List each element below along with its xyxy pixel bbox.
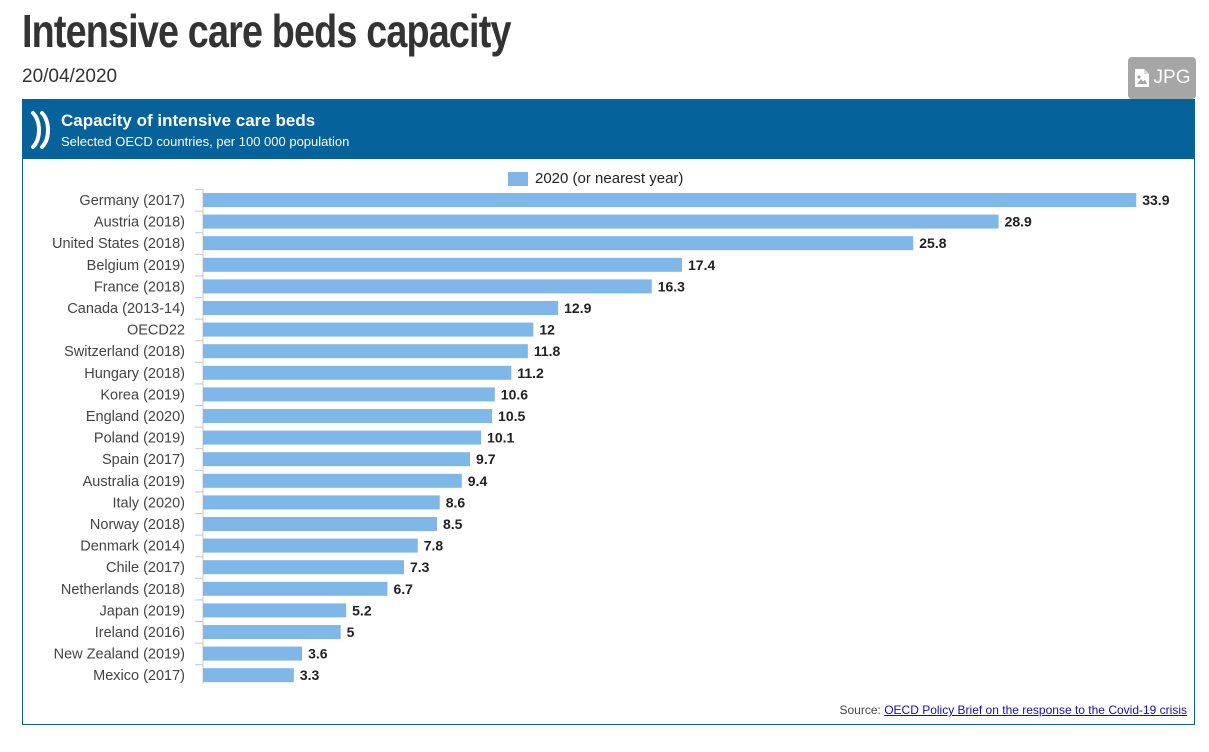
data-label: 16.3 [658,278,685,294]
category-label: Poland (2019) [94,431,185,447]
bar[interactable] [203,538,418,553]
bar-chart: Germany (2017) 33.9 Austria (2018) 28.9 Unit… [52,189,1170,684]
bar[interactable] [203,236,914,251]
bar[interactable] [203,560,404,575]
category-label: Norway (2018) [90,517,185,533]
category-label: Spain (2017) [102,452,185,468]
bar[interactable] [203,625,341,639]
category-label: Canada (2013-14) [67,301,185,317]
data-label: 9.4 [468,473,488,489]
category-label: New Zealand (2019) [54,647,185,663]
bar[interactable] [203,322,534,337]
download-jpg-label: JPG [1153,67,1191,88]
data-label: 33.9 [1142,192,1169,208]
download-jpg-button[interactable]: JPG [1128,57,1196,99]
data-label: 7.8 [424,538,444,554]
data-label: 3.6 [308,646,328,662]
oecd-logo-icon [31,111,50,149]
bar[interactable] [203,214,999,229]
bar[interactable] [203,193,1137,207]
bar[interactable] [203,344,528,359]
category-label: France (2018) [94,279,185,295]
bar[interactable] [203,452,471,467]
data-label: 8.5 [443,516,463,532]
data-label: 7.3 [410,559,430,575]
category-label: Netherlands (2018) [61,582,185,598]
data-label: 12 [539,322,555,338]
category-label: Mexico (2017) [93,668,185,684]
chart-header: Capacity of intensive care beds Selected… [23,100,1194,159]
page-date: 20/04/2020 [22,66,118,87]
bar[interactable] [203,473,462,488]
category-label: Australia (2019) [83,474,185,490]
category-label: OECD22 [127,323,185,339]
category-label: Austria (2018) [94,215,185,231]
data-label: 8.6 [446,494,466,510]
category-label: England (2020) [86,409,185,425]
bar[interactable] [203,646,303,661]
data-label: 11.8 [534,343,561,359]
source-prefix: Source: [839,703,885,717]
bar[interactable] [203,409,493,423]
category-label: Denmark (2014) [80,539,185,555]
data-label: 3.3 [300,667,320,683]
category-label: United States (2018) [52,236,185,252]
legend-swatch [508,171,528,186]
bar[interactable] [203,668,294,683]
data-label: 10.6 [501,386,528,402]
chart-legend[interactable]: 2020 (or nearest year) [508,170,683,187]
data-label: 12.9 [564,300,591,316]
page-title: Intensive care beds capacity [22,5,511,57]
data-label: 10.1 [487,430,514,446]
category-label: Belgium (2019) [87,258,185,274]
source-link[interactable]: OECD Policy Brief on the response to the… [884,703,1187,717]
bar[interactable] [203,387,495,402]
data-label: 5.2 [352,602,372,618]
bar[interactable] [203,581,388,596]
legend-label: 2020 (or nearest year) [535,170,684,187]
bar[interactable] [203,603,347,618]
bar[interactable] [203,279,652,294]
image-file-icon [1134,68,1149,87]
data-label: 11.2 [517,365,544,381]
category-label: Japan (2019) [100,603,185,619]
data-label: 28.9 [1005,214,1032,230]
category-label: Switzerland (2018) [64,344,185,360]
data-label: 5 [347,624,355,640]
data-label: 6.7 [393,581,413,597]
bar[interactable] [203,301,559,315]
bar[interactable] [203,365,512,380]
chart-title: Capacity of intensive care beds [61,111,316,130]
data-label: 10.5 [498,408,525,424]
category-label: Korea (2019) [100,387,185,403]
chart-subtitle: Selected OECD countries, per 100 000 pop… [61,134,350,149]
category-label: Chile (2017) [106,560,185,576]
data-label: 9.7 [476,451,496,467]
bar[interactable] [203,495,440,510]
bar[interactable] [203,257,683,272]
category-label: Italy (2020) [112,495,185,511]
source-note: Source: OECD Policy Brief on the respons… [840,703,1188,717]
chart-frame: Capacity of intensive care beds Selected… [22,99,1195,725]
category-label: Hungary (2018) [84,366,185,382]
data-label: 17.4 [688,257,715,273]
category-label: Ireland (2016) [95,625,185,641]
bar[interactable] [203,430,482,445]
data-label: 25.8 [919,235,946,251]
bar[interactable] [203,517,437,531]
category-label: Germany (2017) [79,193,185,209]
